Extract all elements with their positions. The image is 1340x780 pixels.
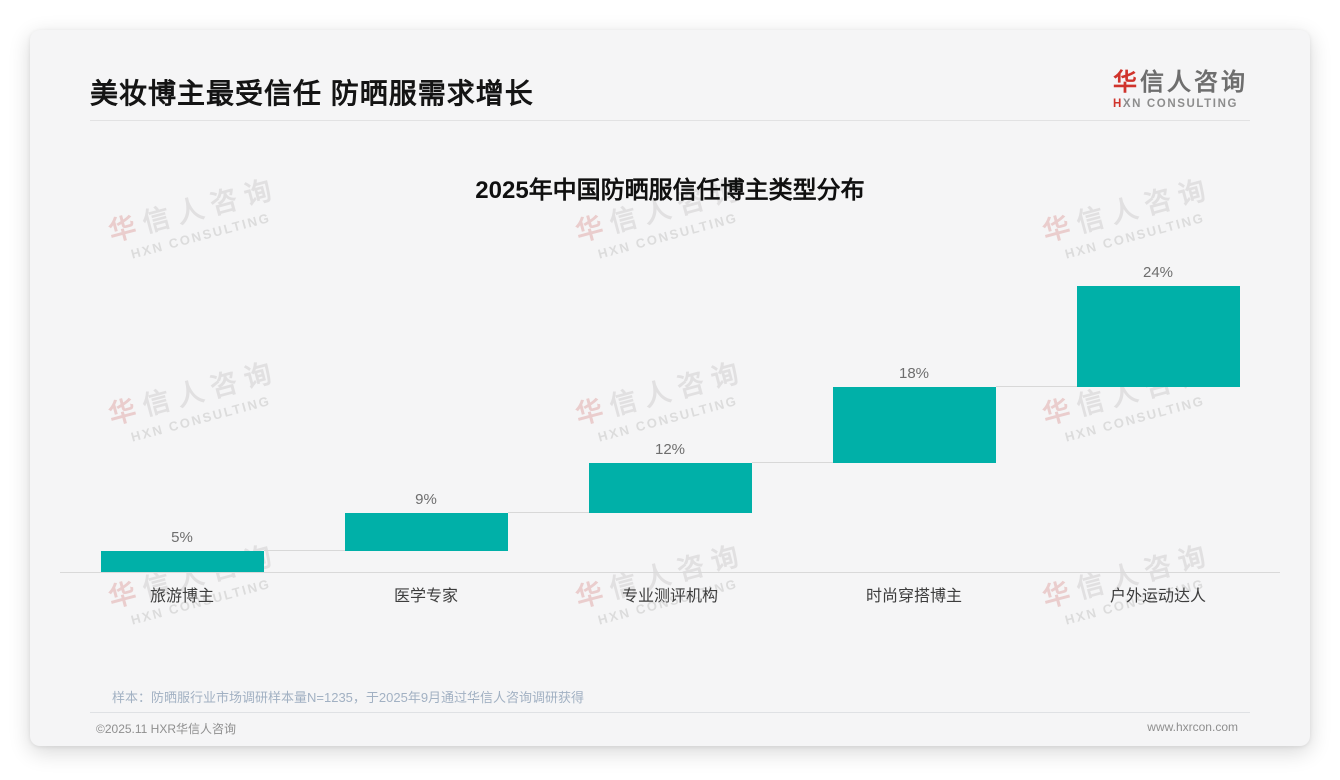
sample-note: 样本：防晒服行业市场调研样本量N=1235，于2025年9月通过华信人咨询调研获… (112, 690, 585, 705)
bar-value-label-4: 18% (898, 365, 930, 383)
website-link[interactable]: www.hxrcon.com (1147, 720, 1238, 734)
bar-value-label-5: 24% (1142, 264, 1174, 282)
brand-logo-cn: 华信人咨询 (1113, 62, 1248, 97)
waterfall-bar-2 (344, 513, 508, 551)
page-title: 美妆博主最受信任 防晒服需求增长 (90, 78, 534, 109)
waterfall-connector-4 (995, 386, 1077, 388)
waterfall-connector-2 (507, 512, 589, 514)
brand-logo: 华信人咨询 HXN CONSULTING (1113, 62, 1248, 110)
waterfall-connector-3 (751, 461, 833, 463)
category-label-3: 专业测评机构 (621, 588, 718, 605)
waterfall-bar-3 (588, 462, 752, 514)
copyright-text: ©2025.11 HXR华信人咨询 (96, 722, 236, 736)
header-divider (90, 120, 1250, 121)
brand-logo-en: HXN CONSULTING (1113, 98, 1248, 110)
waterfall-bar-4 (832, 387, 996, 463)
bar-value-label-1: 5% (171, 529, 193, 546)
waterfall-bar-1 (100, 551, 264, 572)
chart-title: 2025年中国防晒服信任博主类型分布 (475, 177, 865, 204)
bar-value-label-3: 12% (654, 440, 686, 458)
category-label-2: 医学专家 (393, 588, 458, 605)
waterfall-connector-1 (263, 550, 345, 551)
waterfall-bar-5 (1076, 286, 1240, 388)
brand-logo-cn-accent: 华 (1113, 69, 1140, 96)
category-axis-labels: 旅游博主 医学专家 专业测评机构 时尚穿搭博主 户外运动达人 (60, 582, 1280, 606)
footer-row: ©2025.11 HXR华信人咨询 www.hxrcon.com (96, 720, 1238, 737)
waterfall-chart-plot: 5% 9% 12% 18% 24% (60, 240, 1280, 573)
footer-divider (90, 712, 1250, 713)
brand-logo-en-rest: XN CONSULTING (1122, 98, 1239, 110)
category-label-1: 旅游博主 (149, 588, 214, 605)
brand-logo-cn-rest: 信人咨询 (1140, 69, 1248, 96)
brand-logo-en-accent: H (1113, 98, 1123, 110)
category-label-4: 时尚穿搭博主 (865, 588, 962, 605)
category-label-5: 户外运动达人 (1109, 588, 1206, 605)
report-card: 华信人咨询 HXN CONSULTING 华信人咨询 HXN CONSULTING 华信… (30, 30, 1310, 746)
bar-value-label-2: 9% (415, 491, 437, 509)
